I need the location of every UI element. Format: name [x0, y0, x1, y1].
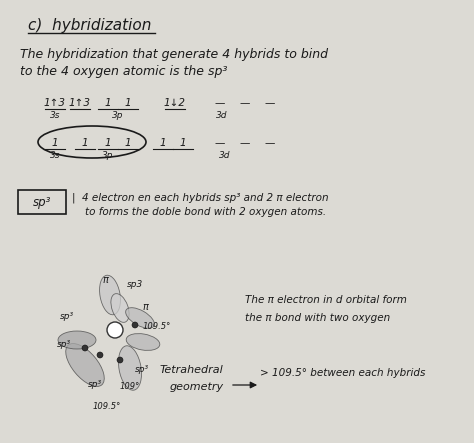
- Text: 3s: 3s: [50, 111, 60, 120]
- Text: —: —: [265, 98, 275, 108]
- Ellipse shape: [118, 346, 142, 390]
- Text: 1↑3: 1↑3: [69, 98, 91, 108]
- Text: sp3: sp3: [127, 280, 143, 289]
- Text: 1: 1: [52, 138, 58, 148]
- Text: Tetrahedral: Tetrahedral: [160, 365, 224, 375]
- Text: to the 4 oxygen atomic is the sp³: to the 4 oxygen atomic is the sp³: [20, 65, 228, 78]
- Text: π: π: [142, 302, 148, 312]
- Ellipse shape: [111, 294, 129, 323]
- Text: The hybridization that generate 4 hybrids to bind: The hybridization that generate 4 hybrid…: [20, 48, 328, 61]
- Ellipse shape: [66, 343, 104, 386]
- Text: sp³: sp³: [57, 340, 71, 349]
- Circle shape: [117, 357, 123, 363]
- Text: —: —: [265, 138, 275, 148]
- Text: —: —: [215, 98, 225, 108]
- Text: 3d: 3d: [216, 111, 228, 120]
- Text: 1: 1: [180, 138, 186, 148]
- Circle shape: [132, 322, 138, 328]
- Text: 109.5°: 109.5°: [143, 322, 172, 331]
- Text: —: —: [240, 98, 250, 108]
- Text: 3s: 3s: [50, 151, 60, 160]
- Circle shape: [97, 352, 103, 358]
- Text: sp³: sp³: [60, 312, 74, 321]
- Text: geometry: geometry: [170, 382, 224, 392]
- Text: 3p: 3p: [112, 111, 124, 120]
- Text: 1: 1: [105, 98, 111, 108]
- Text: the π bond with two oxygen: the π bond with two oxygen: [245, 313, 390, 323]
- Circle shape: [82, 345, 88, 351]
- Ellipse shape: [126, 334, 160, 350]
- Text: 1: 1: [82, 138, 88, 148]
- Text: 109°: 109°: [120, 382, 140, 391]
- Text: to forms the doble bond with 2 oxygen atoms.: to forms the doble bond with 2 oxygen at…: [72, 207, 326, 217]
- Text: > 109.5° between each hybrids: > 109.5° between each hybrids: [260, 368, 425, 378]
- Text: sp³: sp³: [33, 195, 51, 209]
- Text: 109.5°: 109.5°: [93, 402, 121, 411]
- Circle shape: [107, 322, 123, 338]
- Text: 1: 1: [125, 138, 131, 148]
- Ellipse shape: [126, 308, 155, 328]
- Text: 1↓2: 1↓2: [164, 98, 186, 108]
- Text: π: π: [102, 275, 108, 285]
- Text: 1: 1: [105, 138, 111, 148]
- Text: c)  hybridization: c) hybridization: [28, 18, 151, 33]
- Ellipse shape: [100, 275, 120, 315]
- Ellipse shape: [58, 331, 96, 349]
- Text: sp³: sp³: [88, 380, 102, 389]
- Text: —: —: [215, 138, 225, 148]
- Text: The π electron in d orbital form: The π electron in d orbital form: [245, 295, 407, 305]
- Text: 3d: 3d: [219, 151, 231, 160]
- Text: 1: 1: [125, 98, 131, 108]
- Text: 3p: 3p: [102, 151, 114, 160]
- Text: |  4 electron en each hybrids sp³ and 2 π electron: | 4 electron en each hybrids sp³ and 2 π…: [72, 192, 328, 202]
- Text: sp³: sp³: [135, 365, 149, 374]
- Text: —: —: [240, 138, 250, 148]
- Text: 1↑3: 1↑3: [44, 98, 66, 108]
- Text: 1: 1: [160, 138, 166, 148]
